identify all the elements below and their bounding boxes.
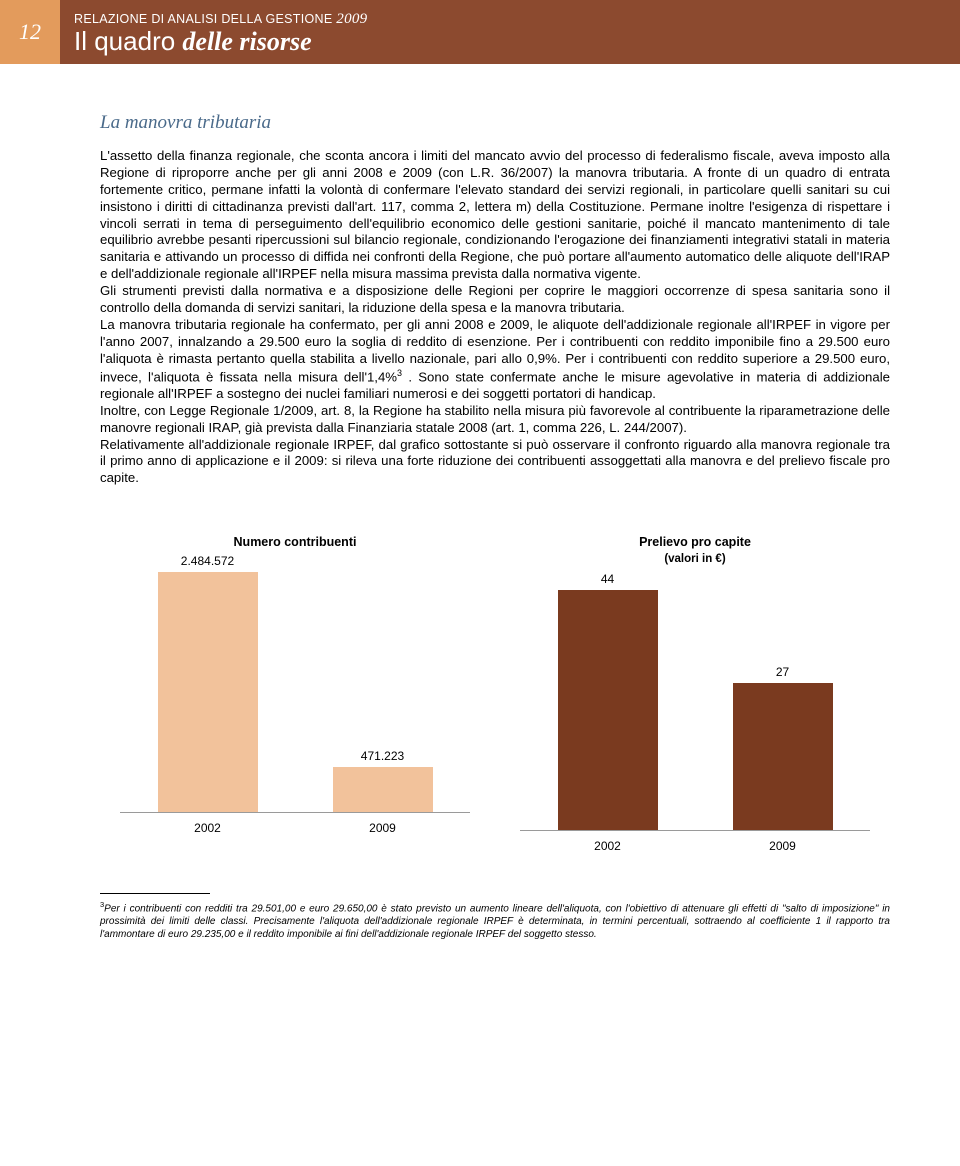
header-title: Il quadro delle risorse bbox=[74, 28, 946, 55]
footnote-text: Per i contribuenti con redditi tra 29.50… bbox=[100, 904, 890, 940]
chart-x-axis: 2002 2009 bbox=[120, 821, 470, 835]
x-tick-label: 2002 bbox=[594, 839, 621, 853]
page-header: 12 RELAZIONE DI ANALISI DELLA GESTIONE 2… bbox=[0, 0, 960, 64]
x-tick-label: 2002 bbox=[194, 821, 221, 835]
page-content: La manovra tributaria L'assetto della fi… bbox=[0, 64, 960, 961]
chart-x-axis: 2002 2009 bbox=[520, 839, 870, 853]
bar-value-label: 27 bbox=[776, 665, 789, 679]
bar bbox=[158, 572, 258, 812]
bar-value-label: 471.223 bbox=[361, 749, 404, 763]
chart-area: 44 27 bbox=[520, 571, 870, 831]
header-supertitle: RELAZIONE DI ANALISI DELLA GESTIONE 2009 bbox=[74, 11, 946, 28]
page-number: 12 bbox=[19, 19, 41, 45]
x-tick-label: 2009 bbox=[369, 821, 396, 835]
bar-wrap: 27 bbox=[733, 665, 833, 830]
chart-subtitle: (valori in €) bbox=[520, 553, 870, 565]
chart-title: Prelievo pro capite bbox=[520, 535, 870, 549]
chart-contribuenti: Numero contribuenti 2.484.572 471.223 200… bbox=[120, 535, 470, 853]
x-tick-label: 2009 bbox=[769, 839, 796, 853]
charts-row: Numero contribuenti 2.484.572 471.223 200… bbox=[100, 535, 890, 853]
bar bbox=[733, 683, 833, 830]
bar bbox=[558, 590, 658, 830]
bar-value-label: 2.484.572 bbox=[181, 554, 234, 568]
footnote: 3Per i contribuenti con redditi tra 29.5… bbox=[100, 900, 890, 941]
chart-prelievo: Prelievo pro capite (valori in €) 44 27 2… bbox=[520, 535, 870, 853]
section-title: La manovra tributaria bbox=[100, 112, 890, 134]
bar-value-label: 44 bbox=[601, 572, 614, 586]
chart-title: Numero contribuenti bbox=[120, 535, 470, 549]
bar-wrap: 44 bbox=[558, 572, 658, 830]
page-number-box: 12 bbox=[0, 0, 60, 64]
chart-area: 2.484.572 471.223 bbox=[120, 553, 470, 813]
bar bbox=[333, 767, 433, 813]
body-paragraphs: L'assetto della finanza regionale, che s… bbox=[100, 148, 890, 487]
bar-wrap: 471.223 bbox=[333, 749, 433, 813]
header-title-block: RELAZIONE DI ANALISI DELLA GESTIONE 2009… bbox=[60, 0, 960, 64]
footnote-separator bbox=[100, 893, 210, 894]
bar-wrap: 2.484.572 bbox=[158, 554, 258, 812]
